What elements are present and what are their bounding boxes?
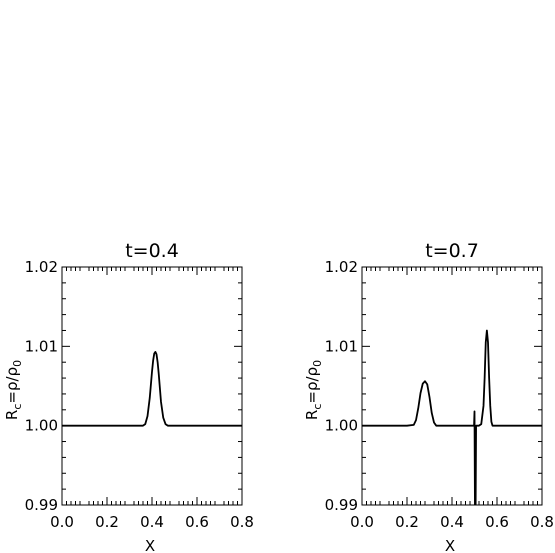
- y-axis-label: Rc=ρ/ρ0: [3, 360, 24, 420]
- x-tick-label: 0.2: [95, 513, 119, 531]
- y-tick-label: 1.02: [25, 258, 58, 276]
- x-tick-label: 0.2: [395, 513, 419, 531]
- chart-title: t=0.4: [125, 240, 179, 262]
- plot-frame: [361, 266, 543, 506]
- x-tick-label: 0.8: [530, 513, 554, 531]
- y-tick-label: 1.00: [325, 417, 358, 435]
- y-axis-label: Rc=ρ/ρ0: [303, 360, 324, 420]
- x-tick-label: 0.0: [350, 513, 374, 531]
- series-line-1: [62, 350, 242, 427]
- y-tick-label: 1.00: [25, 417, 58, 435]
- x-tick-label: 0.6: [485, 513, 509, 531]
- chart-title: t=0.7: [425, 240, 479, 262]
- series-line-1: [362, 329, 542, 505]
- y-tick-label: 1.02: [325, 258, 358, 276]
- x-tick-label: 0.0: [50, 513, 74, 531]
- y-tick-label: 1.01: [25, 337, 58, 355]
- x-tick-label: 0.8: [230, 513, 254, 531]
- y-tick-label: 0.99: [325, 496, 358, 514]
- x-tick-label: 0.4: [440, 513, 464, 531]
- chart-panel-2: t=0.7 0.0 0.2 0.4 0.6 0.8 0.99 1.00 1.01 1.02 X Rc=…: [303, 240, 554, 553]
- x-tick-label: 0.4: [140, 513, 164, 531]
- x-tick-label: 0.6: [185, 513, 209, 531]
- chart-panel-1: t=0.4 0.0 0.2 0.4 0.6 0.8 0.99 1.00 1.01 1.02 X Rc=…: [3, 240, 254, 553]
- x-axis-label: X: [145, 537, 155, 553]
- y-tick-label: 1.01: [325, 337, 358, 355]
- x-axis-label: X: [445, 537, 455, 553]
- plot-frame: [61, 266, 243, 506]
- y-tick-label: 0.99: [25, 496, 58, 514]
